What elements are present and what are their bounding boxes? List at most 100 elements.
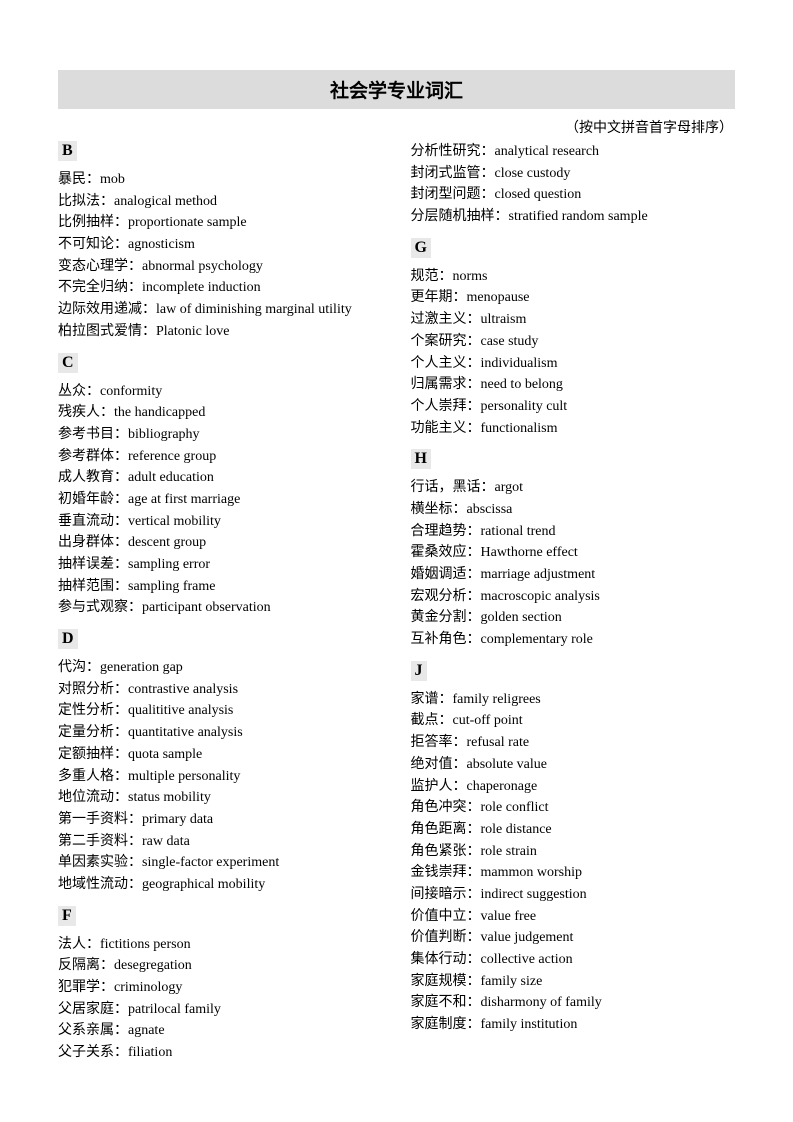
entry-term-cn: 变态心理学： [58, 259, 142, 274]
glossary-entry: 地域性流动：geographical mobility [58, 874, 383, 896]
entry-term-en: bibliography [128, 427, 200, 442]
entry-term-cn: 初婚年龄： [58, 492, 128, 507]
glossary-entry: 横坐标：abscissa [411, 499, 736, 521]
glossary-columns: B暴民：mob比拟法：analogical method比例抽样：proport… [58, 141, 735, 1081]
glossary-entry: 抽样范围：sampling frame [58, 576, 383, 598]
entry-term-en: filiation [128, 1045, 172, 1060]
entry-term-en: raw data [142, 834, 190, 849]
entry-term-en: contrastive analysis [128, 682, 238, 697]
entry-term-en: close custody [495, 166, 571, 181]
glossary-entry: 暴民：mob [58, 169, 383, 191]
entry-term-en: closed question [495, 187, 582, 202]
entry-term-en: need to belong [481, 377, 563, 392]
entry-term-cn: 参与式观察： [58, 600, 142, 615]
entry-term-en: age at first marriage [128, 492, 240, 507]
entry-term-en: golden section [481, 610, 562, 625]
entry-term-cn: 定量分析： [58, 725, 128, 740]
entry-term-en: law of diminishing marginal utility [156, 302, 352, 317]
section-letter-g: G [411, 238, 431, 258]
entry-term-cn: 规范： [411, 269, 453, 284]
glossary-entry: 个案研究：case study [411, 331, 736, 353]
section-letter-f: F [58, 906, 76, 926]
section-letter-h: H [411, 449, 431, 469]
entry-term-cn: 犯罪学： [58, 980, 114, 995]
section-letter-d: D [58, 629, 78, 649]
page-title: 社会学专业词汇 [58, 76, 735, 103]
entry-term-cn: 地位流动： [58, 790, 128, 805]
entry-term-en: multiple personality [128, 769, 240, 784]
title-bar: 社会学专业词汇 [58, 70, 735, 109]
entry-term-cn: 更年期： [411, 290, 467, 305]
entry-term-en: norms [453, 269, 488, 284]
glossary-entry: 法人：fictitions person [58, 934, 383, 956]
entry-term-en: the handicapped [114, 405, 205, 420]
entry-term-en: conformity [100, 384, 162, 399]
entry-term-en: abnormal psychology [142, 259, 263, 274]
glossary-entry: 过激主义：ultraism [411, 309, 736, 331]
glossary-entry: 边际效用递减：law of diminishing marginal utili… [58, 299, 383, 321]
entry-term-cn: 集体行动： [411, 952, 481, 967]
entry-term-cn: 过激主义： [411, 312, 481, 327]
glossary-entry: 封闭型问题：closed question [411, 184, 736, 206]
entry-term-cn: 归属需求： [411, 377, 481, 392]
entry-term-en: family institution [481, 1017, 578, 1032]
glossary-entry: 婚姻调适：marriage adjustment [411, 564, 736, 586]
glossary-entry: 第二手资料：raw data [58, 831, 383, 853]
glossary-entry: 规范：norms [411, 266, 736, 288]
entry-term-cn: 反隔离： [58, 958, 114, 973]
glossary-entry: 角色距离：role distance [411, 819, 736, 841]
entry-term-en: collective action [481, 952, 573, 967]
entry-term-en: absolute value [467, 757, 547, 772]
glossary-entry: 霍桑效应：Hawthorne effect [411, 542, 736, 564]
entry-term-en: geographical mobility [142, 877, 265, 892]
entry-term-cn: 角色紧张： [411, 844, 481, 859]
entry-term-cn: 参考群体： [58, 449, 128, 464]
entry-term-en: patrilocal family [128, 1002, 221, 1017]
entry-term-cn: 父居家庭： [58, 1002, 128, 1017]
entry-term-en: macroscopic analysis [481, 589, 600, 604]
entry-term-en: menopause [467, 290, 530, 305]
entry-term-cn: 家庭规模： [411, 974, 481, 989]
entry-term-cn: 家庭制度： [411, 1017, 481, 1032]
entry-term-en: incomplete induction [142, 280, 261, 295]
entry-term-cn: 合理趋势： [411, 524, 481, 539]
entry-term-cn: 第一手资料： [58, 812, 142, 827]
entry-term-cn: 行话，黑话： [411, 480, 495, 495]
glossary-entry: 更年期：menopause [411, 287, 736, 309]
entry-term-cn: 婚姻调适： [411, 567, 481, 582]
entry-term-en: qualititive analysis [128, 703, 233, 718]
glossary-entry: 柏拉图式爱情：Platonic love [58, 321, 383, 343]
entry-term-en: status mobility [128, 790, 211, 805]
entry-term-en: disharmony of family [481, 995, 602, 1010]
glossary-entry: 监护人：chaperonage [411, 776, 736, 798]
glossary-entry: 归属需求：need to belong [411, 374, 736, 396]
entry-term-cn: 暴民： [58, 172, 100, 187]
glossary-entry: 不完全归纳：incomplete induction [58, 277, 383, 299]
entry-term-en: Hawthorne effect [481, 545, 578, 560]
entry-term-cn: 不完全归纳： [58, 280, 142, 295]
entry-term-en: participant observation [142, 600, 271, 615]
entry-term-en: stratified random sample [509, 209, 648, 224]
glossary-entry: 个人崇拜：personality cult [411, 396, 736, 418]
entry-term-en: refusal rate [467, 735, 530, 750]
glossary-entry: 合理趋势：rational trend [411, 521, 736, 543]
entry-term-en: descent group [128, 535, 206, 550]
glossary-entry: 价值中立：value free [411, 906, 736, 928]
glossary-entry: 父系亲属：agnate [58, 1020, 383, 1042]
entry-term-en: functionalism [481, 421, 558, 436]
glossary-entry: 第一手资料：primary data [58, 809, 383, 831]
entry-term-en: quota sample [128, 747, 202, 762]
glossary-entry: 间接暗示：indirect suggestion [411, 884, 736, 906]
glossary-entry: 父子关系：filiation [58, 1042, 383, 1064]
glossary-entry: 分析性研究：analytical research [411, 141, 736, 163]
entry-term-cn: 成人教育： [58, 470, 128, 485]
entry-term-en: role conflict [481, 800, 549, 815]
glossary-entry: 行话，黑话：argot [411, 477, 736, 499]
entry-term-en: single-factor experiment [142, 855, 279, 870]
glossary-entry: 角色冲突：role conflict [411, 797, 736, 819]
glossary-entry: 对照分析：contrastive analysis [58, 679, 383, 701]
entry-term-cn: 间接暗示： [411, 887, 481, 902]
entry-term-en: argot [495, 480, 524, 495]
glossary-entry: 集体行动：collective action [411, 949, 736, 971]
entry-term-en: indirect suggestion [481, 887, 587, 902]
